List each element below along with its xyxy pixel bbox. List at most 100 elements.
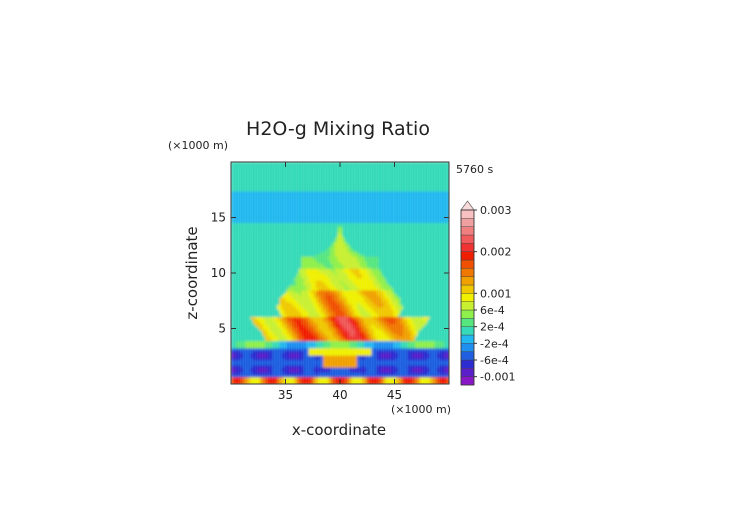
heatmap-cell [284,186,288,190]
heatmap-cell [337,347,341,351]
heatmap-cell [247,350,251,354]
heatmap-cell [231,203,235,207]
heatmap-cell [233,162,237,166]
heatmap-cell [231,188,235,192]
heatmap-cell [235,164,239,168]
heatmap-cell [298,176,302,180]
heatmap-cell [320,280,324,284]
heatmap-cell [349,299,353,303]
heatmap-cell [231,359,235,363]
heatmap-cell [238,347,242,351]
heatmap-cell [250,359,254,363]
heatmap-cell [340,231,344,235]
heatmap-cell [330,207,334,211]
heatmap-cell [325,217,329,221]
heatmap-cell [325,186,329,190]
heatmap-cell [235,186,239,190]
heatmap-cell [231,364,235,368]
heatmap-cell [323,352,327,356]
heatmap-cell [313,277,317,281]
heatmap-cell [284,369,288,373]
heatmap-cell [257,166,261,170]
heatmap-cell [352,239,356,243]
heatmap-cell [257,176,261,180]
heatmap-cell [289,357,293,361]
heatmap-cell [318,287,322,291]
heatmap-cell [359,246,363,250]
heatmap-cell [337,241,341,245]
heatmap-cell [296,200,300,204]
heatmap-cell [344,186,348,190]
heatmap-cell [238,169,242,173]
heatmap-cell [267,369,271,373]
heatmap-cell [354,338,358,342]
heatmap-cell [235,352,239,356]
heatmap-cell [240,299,244,303]
heatmap-cell [247,321,251,325]
heatmap-cell [308,316,312,320]
heatmap-cell [337,328,341,332]
heatmap-cell [352,362,356,366]
heatmap-cell [286,229,290,233]
heatmap-cell [231,186,235,190]
heatmap-cell [277,270,281,274]
heatmap-cell [279,215,283,219]
heatmap-cell [279,330,283,334]
heatmap-cell [298,364,302,368]
heatmap-cell [262,241,266,245]
heatmap-cell [301,277,305,281]
heatmap-cell [344,241,348,245]
heatmap-cell [277,268,281,272]
heatmap-cell [264,260,268,264]
heatmap-cell [267,263,271,267]
heatmap-cell [284,231,288,235]
heatmap-cell [289,376,293,380]
heatmap-cell [359,186,363,190]
heatmap-cell [315,229,319,233]
heatmap-cell [308,273,312,277]
heatmap-cell [284,362,288,366]
heatmap-cell [291,224,295,228]
heatmap-cell [264,289,268,293]
heatmap-cell [243,342,247,346]
heatmap-cell [310,263,314,267]
heatmap-cell [231,333,235,337]
heatmap-cell [264,270,268,274]
heatmap-cell [252,195,256,199]
heatmap-cell [349,229,353,233]
heatmap-cell [262,162,266,166]
heatmap-cell [349,166,353,170]
heatmap-cell [303,326,307,330]
heatmap-cell [293,323,297,327]
heatmap-cell [274,355,278,359]
heatmap-cell [356,333,360,337]
heatmap-cell [293,314,297,318]
heatmap-cell [269,340,273,344]
heatmap-cell [233,379,237,383]
heatmap-cell [308,256,312,260]
heatmap-cell [340,224,344,228]
heatmap-cell [301,260,305,264]
heatmap-cell [250,301,254,305]
heatmap-cell [252,183,256,187]
heatmap-cell [262,200,266,204]
heatmap-cell [286,318,290,322]
heatmap-cell [279,316,283,320]
heatmap-cell [354,323,358,327]
heatmap-cell [240,352,244,356]
heatmap-cell [240,381,244,384]
heatmap-cell [274,376,278,380]
heatmap-cell [274,316,278,320]
heatmap-cell [337,299,341,303]
heatmap-cell [340,289,344,293]
heatmap-cell [255,330,259,334]
heatmap-cell [313,369,317,373]
heatmap-cell [340,369,344,373]
heatmap-cell [231,381,235,384]
heatmap-cell [356,219,360,223]
heatmap-cell [293,355,297,359]
heatmap-cell [264,277,268,281]
heatmap-cell [347,246,351,250]
heatmap-cell [247,328,251,332]
heatmap-cell [352,171,356,175]
